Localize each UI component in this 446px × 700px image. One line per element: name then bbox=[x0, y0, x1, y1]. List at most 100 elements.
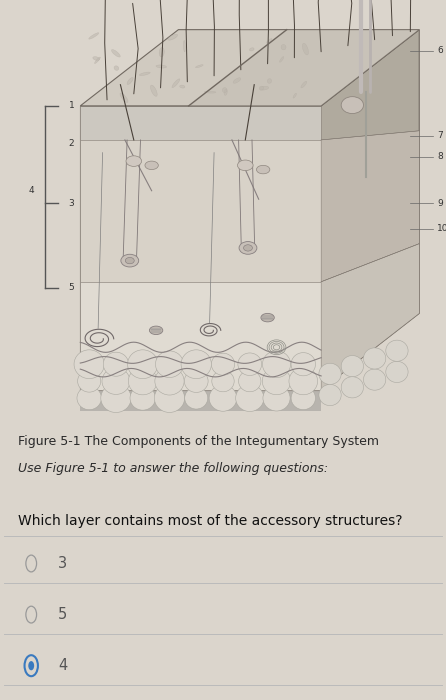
Circle shape bbox=[291, 353, 315, 376]
Circle shape bbox=[28, 661, 34, 671]
Ellipse shape bbox=[125, 258, 134, 264]
Ellipse shape bbox=[267, 38, 272, 43]
Ellipse shape bbox=[301, 81, 307, 88]
Circle shape bbox=[103, 352, 128, 376]
Circle shape bbox=[128, 350, 158, 379]
Text: Which layer contains most of the accessory structures?: Which layer contains most of the accesso… bbox=[18, 514, 402, 528]
Ellipse shape bbox=[195, 64, 203, 68]
Ellipse shape bbox=[233, 78, 241, 83]
Text: 5: 5 bbox=[69, 284, 74, 293]
Text: 4: 4 bbox=[29, 186, 34, 195]
Polygon shape bbox=[80, 106, 321, 140]
Circle shape bbox=[319, 384, 341, 405]
Circle shape bbox=[262, 351, 291, 377]
Ellipse shape bbox=[256, 165, 270, 174]
Circle shape bbox=[185, 387, 208, 409]
Circle shape bbox=[289, 368, 318, 395]
Ellipse shape bbox=[93, 57, 99, 60]
Circle shape bbox=[291, 386, 315, 410]
Ellipse shape bbox=[259, 86, 264, 90]
Ellipse shape bbox=[149, 326, 163, 335]
Ellipse shape bbox=[204, 91, 216, 93]
Ellipse shape bbox=[280, 57, 284, 62]
Circle shape bbox=[128, 368, 157, 395]
Polygon shape bbox=[321, 244, 419, 390]
Polygon shape bbox=[321, 29, 419, 390]
Ellipse shape bbox=[237, 160, 253, 171]
Text: 3: 3 bbox=[58, 556, 67, 571]
Ellipse shape bbox=[140, 72, 150, 76]
Polygon shape bbox=[80, 106, 321, 390]
Circle shape bbox=[74, 350, 104, 379]
Text: 7: 7 bbox=[437, 131, 443, 140]
Circle shape bbox=[319, 363, 341, 384]
Circle shape bbox=[238, 353, 262, 375]
Text: 8: 8 bbox=[437, 152, 443, 161]
Polygon shape bbox=[189, 29, 419, 106]
Ellipse shape bbox=[260, 86, 268, 90]
Circle shape bbox=[78, 370, 101, 392]
Ellipse shape bbox=[150, 85, 157, 97]
Text: 9: 9 bbox=[437, 199, 443, 208]
Text: 3: 3 bbox=[69, 199, 74, 208]
Text: 6: 6 bbox=[437, 46, 443, 55]
Ellipse shape bbox=[261, 314, 274, 322]
Circle shape bbox=[363, 348, 386, 369]
Circle shape bbox=[263, 385, 290, 411]
Ellipse shape bbox=[145, 161, 158, 169]
Circle shape bbox=[262, 368, 291, 395]
Polygon shape bbox=[80, 390, 321, 411]
Ellipse shape bbox=[156, 65, 166, 68]
Circle shape bbox=[212, 370, 234, 392]
Ellipse shape bbox=[249, 48, 254, 51]
Text: 2: 2 bbox=[69, 139, 74, 148]
Ellipse shape bbox=[341, 97, 363, 113]
Ellipse shape bbox=[293, 93, 297, 98]
Circle shape bbox=[341, 356, 363, 377]
Circle shape bbox=[155, 368, 184, 395]
Text: 4: 4 bbox=[58, 658, 67, 673]
Circle shape bbox=[156, 351, 183, 377]
Circle shape bbox=[77, 386, 101, 410]
Ellipse shape bbox=[183, 41, 186, 52]
Text: 10: 10 bbox=[437, 224, 446, 233]
Ellipse shape bbox=[302, 43, 309, 55]
Circle shape bbox=[239, 370, 261, 392]
Circle shape bbox=[235, 385, 264, 412]
Circle shape bbox=[386, 340, 408, 361]
Ellipse shape bbox=[112, 50, 120, 57]
Ellipse shape bbox=[224, 89, 227, 95]
Circle shape bbox=[341, 377, 363, 398]
Circle shape bbox=[386, 361, 408, 382]
Ellipse shape bbox=[172, 79, 180, 88]
Ellipse shape bbox=[244, 245, 252, 251]
Ellipse shape bbox=[281, 45, 286, 50]
Ellipse shape bbox=[89, 33, 99, 39]
Circle shape bbox=[102, 368, 130, 394]
Text: 5: 5 bbox=[58, 607, 67, 622]
Polygon shape bbox=[80, 29, 419, 106]
Circle shape bbox=[154, 384, 185, 412]
Ellipse shape bbox=[239, 241, 257, 254]
Ellipse shape bbox=[120, 93, 128, 102]
Polygon shape bbox=[321, 131, 419, 282]
Polygon shape bbox=[80, 282, 321, 390]
Circle shape bbox=[211, 354, 235, 375]
Circle shape bbox=[363, 369, 386, 390]
Ellipse shape bbox=[114, 66, 119, 70]
Text: 1: 1 bbox=[69, 102, 74, 111]
Ellipse shape bbox=[121, 254, 139, 267]
Circle shape bbox=[209, 385, 237, 411]
Circle shape bbox=[101, 384, 131, 412]
Polygon shape bbox=[80, 140, 321, 282]
Ellipse shape bbox=[168, 34, 178, 40]
Ellipse shape bbox=[180, 85, 185, 88]
Text: Figure 5-1 The Components of the Integumentary System: Figure 5-1 The Components of the Integum… bbox=[18, 435, 379, 449]
Ellipse shape bbox=[95, 57, 100, 64]
Ellipse shape bbox=[126, 156, 142, 167]
Ellipse shape bbox=[127, 78, 133, 85]
Circle shape bbox=[130, 386, 155, 410]
Text: Use Figure 5-1 to answer the following questions:: Use Figure 5-1 to answer the following q… bbox=[18, 462, 328, 475]
Circle shape bbox=[181, 350, 211, 379]
Circle shape bbox=[184, 370, 208, 393]
